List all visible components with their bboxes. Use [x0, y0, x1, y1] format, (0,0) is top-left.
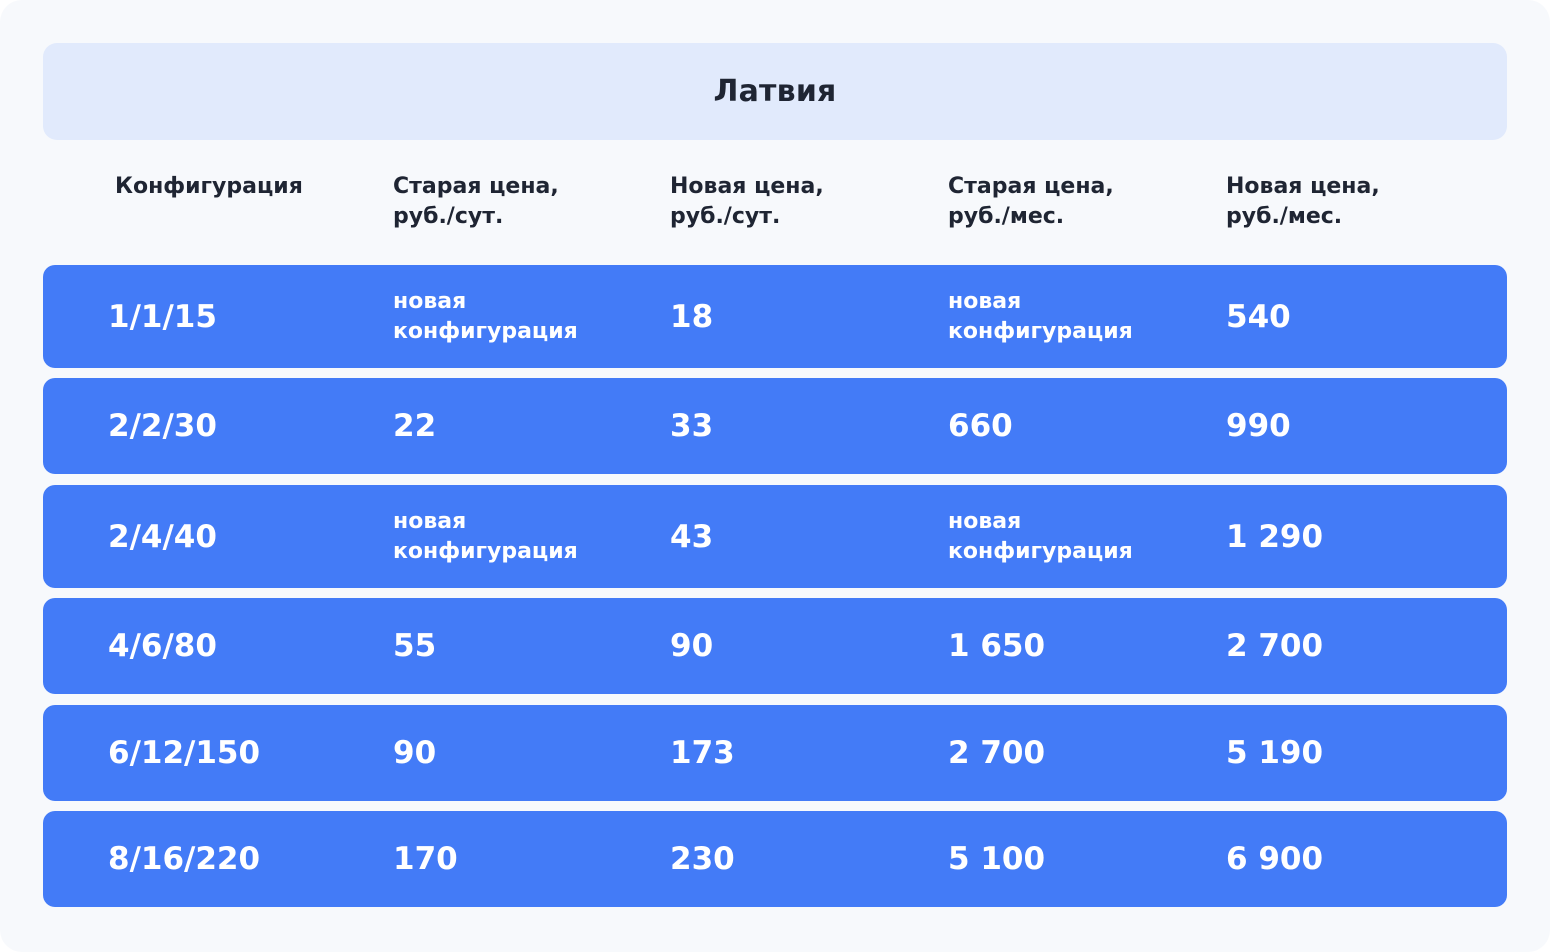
cell-new-price-month: 2 700 — [1226, 628, 1324, 664]
cell-new-price-month: 540 — [1226, 298, 1291, 335]
cell-new-price-day: 90 — [670, 628, 714, 664]
cell-old-price-day: новая конфигурация — [393, 508, 578, 564]
cell-new-price-day: 43 — [670, 518, 714, 555]
table-title: Латвия — [713, 74, 837, 109]
cell-configuration: 2/4/40 — [108, 518, 217, 555]
header-old-price-day: Старая цена, руб./сут. — [393, 174, 559, 229]
cell-new-price-month: 5 190 — [1226, 735, 1324, 771]
cell-new-price-day: 230 — [670, 841, 735, 877]
cell-new-price-month: 1 290 — [1226, 518, 1324, 555]
cell-configuration: 8/16/220 — [108, 841, 261, 877]
table-row: 4/6/80 55 90 1 650 2 700 — [43, 598, 1507, 694]
header-old-price-month: Старая цена, руб./мес. — [948, 174, 1114, 229]
cell-new-price-month: 6 900 — [1226, 841, 1324, 877]
cell-old-price-month: 2 700 — [948, 735, 1046, 771]
title-bar: Латвия — [43, 43, 1507, 140]
cell-old-price-month: новая конфигурация — [948, 508, 1133, 564]
cell-old-price-month: 1 650 — [948, 628, 1046, 664]
cell-configuration: 1/1/15 — [108, 298, 217, 335]
cell-configuration: 4/6/80 — [108, 628, 217, 664]
header-configuration: Конфигурация — [115, 174, 303, 199]
cell-old-price-day: 90 — [393, 735, 437, 771]
table-row: 6/12/150 90 173 2 700 5 190 — [43, 705, 1507, 801]
table-row: 1/1/15 новая конфигурация 18 новая конфи… — [43, 265, 1507, 368]
cell-old-price-day: 55 — [393, 628, 437, 664]
cell-old-price-month: 5 100 — [948, 841, 1046, 877]
table-row: 2/2/30 22 33 660 990 — [43, 378, 1507, 474]
table-row: 8/16/220 170 230 5 100 6 900 — [43, 811, 1507, 907]
header-new-price-day: Новая цена, руб./сут. — [670, 174, 824, 229]
cell-configuration: 2/2/30 — [108, 408, 217, 444]
cell-old-price-day: 170 — [393, 841, 458, 877]
cell-new-price-month: 990 — [1226, 408, 1291, 444]
cell-old-price-day: новая конфигурация — [393, 288, 578, 344]
cell-new-price-day: 173 — [670, 735, 735, 771]
header-new-price-month: Новая цена, руб./мес. — [1226, 174, 1380, 229]
cell-configuration: 6/12/150 — [108, 735, 261, 771]
table-row: 2/4/40 новая конфигурация 43 новая конфи… — [43, 485, 1507, 588]
cell-new-price-day: 18 — [670, 298, 714, 335]
cell-new-price-day: 33 — [670, 408, 714, 444]
cell-old-price-month: 660 — [948, 408, 1013, 444]
cell-old-price-day: 22 — [393, 408, 437, 444]
cell-old-price-month: новая конфигурация — [948, 288, 1133, 344]
table-header: Конфигурация Старая цена, руб./сут. Нова… — [43, 172, 1507, 242]
